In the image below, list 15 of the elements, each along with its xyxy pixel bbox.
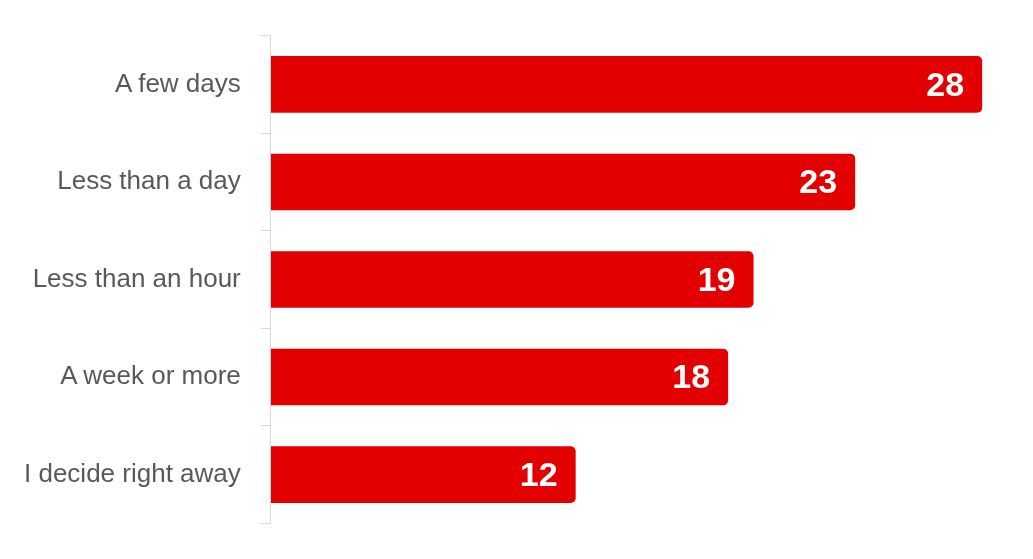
y-tick-label: I decide right away [23,457,241,488]
y-tick-label: Less than an hour [32,262,242,293]
bar [270,56,983,113]
data-label: 12 [519,454,558,493]
data-label: 23 [799,162,838,201]
bar [270,348,729,406]
bar [270,153,856,211]
y-tick-label: A week or more [60,360,241,391]
bar [270,251,754,308]
y-tick-label: Less than a day [57,165,241,196]
data-label: 19 [697,259,736,298]
bar [270,446,576,503]
y-tick-label: A few days [115,67,241,98]
data-label: 18 [672,357,711,396]
data-label: 28 [926,64,965,103]
